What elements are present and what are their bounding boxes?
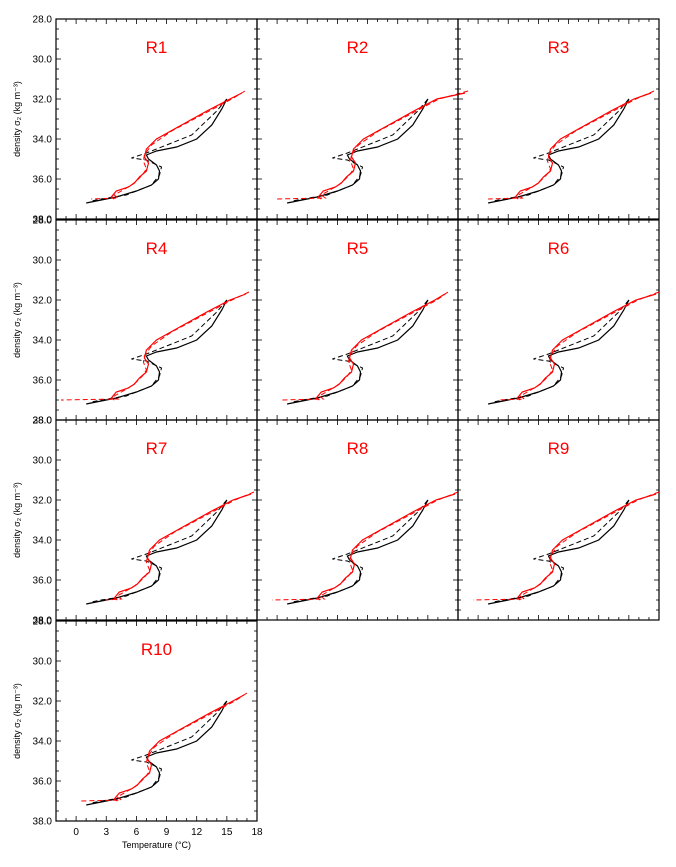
- y-tick-label: 34.0: [33, 336, 53, 347]
- red-dashed-line: [282, 291, 449, 401]
- y-tick-label: 32.0: [33, 95, 53, 106]
- y-tick-label: 32.0: [33, 496, 53, 507]
- panel-title: R3: [548, 38, 570, 57]
- black-dashed-line: [292, 499, 429, 603]
- x-tick-label: 0: [73, 827, 79, 838]
- x-tick-label: 9: [164, 827, 170, 838]
- red-dashed-line: [91, 90, 246, 200]
- red-solid-line: [113, 493, 252, 601]
- black-solid-line: [86, 700, 228, 806]
- red-dashed-line: [498, 291, 660, 401]
- panel-title: R5: [347, 239, 369, 258]
- red-dashed-line: [473, 491, 660, 601]
- y-tick-label: 38.0: [33, 215, 53, 226]
- y-tick-label: 34.0: [33, 737, 53, 748]
- red-dashed-line: [81, 692, 248, 802]
- y-tick-label: 32.0: [33, 697, 53, 708]
- y-tick-label: 32.0: [33, 296, 53, 307]
- y-tick-label: 36.0: [33, 376, 53, 387]
- panel-title: R1: [146, 38, 168, 57]
- black-dashed-line: [493, 299, 630, 403]
- y-tick-label: 38.0: [33, 817, 53, 828]
- black-solid-line: [86, 98, 228, 204]
- y-axis-title: density σ₂ (kg m⁻³): [12, 81, 22, 157]
- black-solid-line: [286, 98, 429, 204]
- x-tick-label: 15: [221, 827, 233, 838]
- red-solid-line: [514, 92, 652, 200]
- panel-title: R2: [347, 38, 369, 57]
- red-dashed-line: [272, 491, 459, 601]
- black-solid-line: [487, 98, 630, 204]
- y-tick-label: 28.0: [33, 416, 53, 427]
- red-solid-line: [113, 694, 245, 802]
- red-solid-line: [110, 293, 247, 401]
- black-solid-line: [86, 299, 228, 405]
- black-solid-line: [86, 499, 228, 605]
- x-tick-label: 6: [134, 827, 140, 838]
- black-dashed-line: [493, 499, 630, 603]
- x-axis-title: Temperature (°C): [122, 840, 191, 850]
- panel-title: R10: [141, 640, 172, 659]
- red-solid-line: [317, 92, 466, 200]
- y-tick-label: 30.0: [33, 657, 53, 668]
- y-tick-label: 38.0: [33, 416, 53, 427]
- y-tick-label: 28.0: [33, 216, 53, 227]
- red-solid-line: [315, 293, 446, 401]
- y-tick-label: 36.0: [33, 576, 53, 587]
- y-axis-title: density σ₂ (kg m⁻³): [12, 282, 22, 358]
- y-tick-label: 30.0: [33, 456, 53, 467]
- red-dashed-line: [275, 90, 469, 200]
- red-solid-line: [110, 92, 243, 200]
- y-tick-label: 34.0: [33, 135, 53, 146]
- black-dashed-line: [292, 98, 429, 202]
- y-tick-label: 30.0: [33, 55, 53, 66]
- red-solid-line: [316, 493, 456, 601]
- black-solid-line: [286, 299, 429, 405]
- x-tick-label: 12: [191, 827, 203, 838]
- panel-title: R9: [548, 439, 570, 458]
- panel-title: R4: [146, 239, 168, 258]
- panel-title: R8: [347, 439, 369, 458]
- y-tick-label: 30.0: [33, 256, 53, 267]
- black-dashed-line: [493, 98, 630, 202]
- y-tick-label: 28.0: [33, 617, 53, 628]
- black-dashed-line: [292, 299, 429, 403]
- red-solid-line: [516, 493, 657, 601]
- y-axis-title: density σ₂ (kg m⁻³): [12, 482, 22, 558]
- y-tick-label: 36.0: [33, 175, 53, 186]
- y-axis-title: density σ₂ (kg m⁻³): [12, 683, 22, 759]
- red-solid-line: [516, 293, 657, 401]
- y-tick-label: 36.0: [33, 777, 53, 788]
- x-tick-label: 3: [103, 827, 109, 838]
- y-tick-label: 38.0: [33, 616, 53, 627]
- red-dashed-line: [488, 90, 655, 200]
- panel-title: R7: [146, 439, 168, 458]
- x-tick-label: 18: [251, 827, 263, 838]
- y-tick-label: 34.0: [33, 536, 53, 547]
- red-dashed-line: [60, 291, 250, 401]
- y-tick-label: 28.0: [33, 15, 53, 26]
- panel-title: R6: [548, 239, 570, 258]
